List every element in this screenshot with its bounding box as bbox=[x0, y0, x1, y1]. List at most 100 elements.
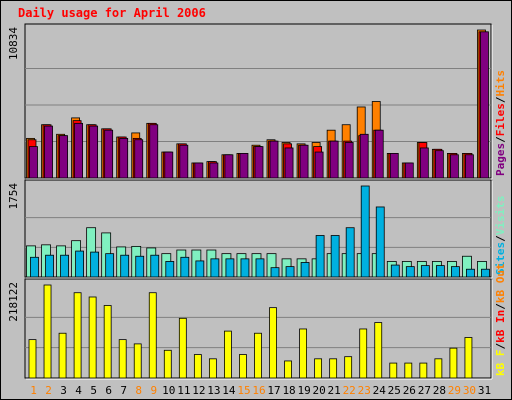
bar-kbytes bbox=[449, 347, 458, 379]
day-label: 30 bbox=[463, 384, 476, 397]
bar-pages bbox=[239, 153, 249, 179]
bar-kbytes bbox=[148, 292, 157, 379]
bar-kbytes bbox=[434, 358, 443, 379]
bar-sites bbox=[210, 258, 220, 278]
bar-sites bbox=[195, 260, 205, 278]
bar-sites bbox=[481, 268, 490, 278]
bar-pages bbox=[104, 129, 114, 179]
bar-kbytes bbox=[359, 328, 368, 379]
bar-sites bbox=[390, 264, 400, 278]
bar-kbytes bbox=[374, 322, 383, 379]
y-max-label-1: 10834 bbox=[7, 27, 20, 60]
legend-entry: / bbox=[494, 303, 507, 310]
bar-sites bbox=[45, 254, 54, 278]
bar-pages bbox=[179, 144, 189, 179]
bar-sites bbox=[165, 261, 175, 278]
bar-sites bbox=[180, 256, 190, 278]
bar-pages bbox=[164, 151, 174, 179]
day-label: 25 bbox=[388, 384, 401, 397]
bar-sites bbox=[225, 258, 235, 278]
legend-entry: Hits bbox=[494, 70, 507, 97]
bar-pages bbox=[389, 153, 399, 179]
bar-kbytes bbox=[464, 337, 473, 379]
day-label: 29 bbox=[448, 384, 461, 397]
chart-title: Daily usage for April 2006 bbox=[18, 6, 206, 20]
legend-entry: kB F bbox=[494, 350, 507, 377]
day-label: 10 bbox=[162, 384, 175, 397]
bar-sites bbox=[60, 254, 69, 278]
day-label: 18 bbox=[282, 384, 295, 397]
legend-entry: Visits bbox=[494, 196, 507, 236]
bar-pages bbox=[404, 162, 414, 179]
legend-entry: Pages bbox=[494, 143, 507, 176]
bar-pages bbox=[149, 124, 159, 179]
day-label: 4 bbox=[75, 384, 82, 397]
bar-pages bbox=[29, 146, 38, 179]
bar-kbytes bbox=[329, 358, 338, 379]
bar-kbytes bbox=[58, 332, 67, 379]
bar-sites bbox=[240, 258, 250, 278]
bar-pages bbox=[119, 137, 129, 179]
bar-kbytes bbox=[118, 339, 127, 379]
bar-kbytes bbox=[389, 362, 398, 379]
bar-kbytes bbox=[178, 317, 187, 379]
bar-kbytes bbox=[103, 305, 112, 379]
bar-kbytes bbox=[314, 358, 323, 379]
day-label: 24 bbox=[373, 384, 387, 397]
day-label: 19 bbox=[297, 384, 310, 397]
bar-sites bbox=[285, 266, 295, 278]
bar-sites bbox=[105, 253, 115, 278]
day-label: 12 bbox=[192, 384, 205, 397]
bar-pages bbox=[254, 146, 264, 179]
bar-sites bbox=[345, 227, 355, 278]
bar-sites bbox=[300, 262, 310, 278]
bar-pages bbox=[194, 162, 204, 179]
bar-pages bbox=[224, 154, 234, 179]
day-label: 28 bbox=[433, 384, 446, 397]
bar-sites bbox=[255, 258, 265, 278]
bar-kbytes bbox=[88, 296, 97, 379]
day-label: 20 bbox=[313, 384, 326, 397]
legend-entry: kB Out bbox=[494, 263, 507, 303]
day-label: 17 bbox=[267, 384, 280, 397]
legend-entry: Sites bbox=[494, 242, 507, 275]
bar-pages bbox=[359, 133, 369, 179]
bar-sites bbox=[435, 265, 445, 278]
bar-kbytes bbox=[163, 349, 172, 379]
bar-kbytes bbox=[133, 343, 142, 379]
day-label: 16 bbox=[252, 384, 265, 397]
day-label: 13 bbox=[207, 384, 220, 397]
bar-kbytes bbox=[404, 362, 413, 379]
bar-kbytes bbox=[73, 292, 82, 379]
bar-kbytes bbox=[419, 362, 428, 379]
bar-sites bbox=[360, 185, 370, 278]
day-label: 14 bbox=[222, 384, 236, 397]
bar-kbytes bbox=[224, 330, 232, 379]
legend-2: Sites/Visits bbox=[494, 196, 507, 276]
legend-entry: / bbox=[494, 136, 507, 143]
bar-pages bbox=[89, 125, 99, 179]
legend-entry: / bbox=[494, 343, 507, 350]
y-max-label-3: 218122 bbox=[7, 282, 20, 322]
bar-sites bbox=[451, 266, 460, 278]
bar-pages bbox=[59, 135, 68, 179]
bar-sites bbox=[405, 266, 415, 278]
bar-pages bbox=[134, 139, 144, 179]
day-label: 2 bbox=[45, 384, 52, 397]
day-label: 21 bbox=[328, 384, 341, 397]
bar-sites bbox=[120, 254, 130, 278]
bar-kbytes bbox=[254, 332, 262, 379]
bar-kbytes bbox=[239, 354, 247, 379]
bar-sites bbox=[90, 251, 100, 278]
y-max-label-2: 1754 bbox=[7, 183, 20, 210]
bar-pages bbox=[269, 140, 279, 179]
day-label: 11 bbox=[177, 384, 190, 397]
day-label: 6 bbox=[105, 384, 112, 397]
bar-kbytes bbox=[28, 339, 37, 379]
bar-kbytes bbox=[344, 356, 353, 379]
bar-pages bbox=[434, 150, 444, 179]
day-label: 23 bbox=[358, 384, 371, 397]
day-label: 3 bbox=[60, 384, 67, 397]
bar-sites bbox=[375, 206, 385, 278]
